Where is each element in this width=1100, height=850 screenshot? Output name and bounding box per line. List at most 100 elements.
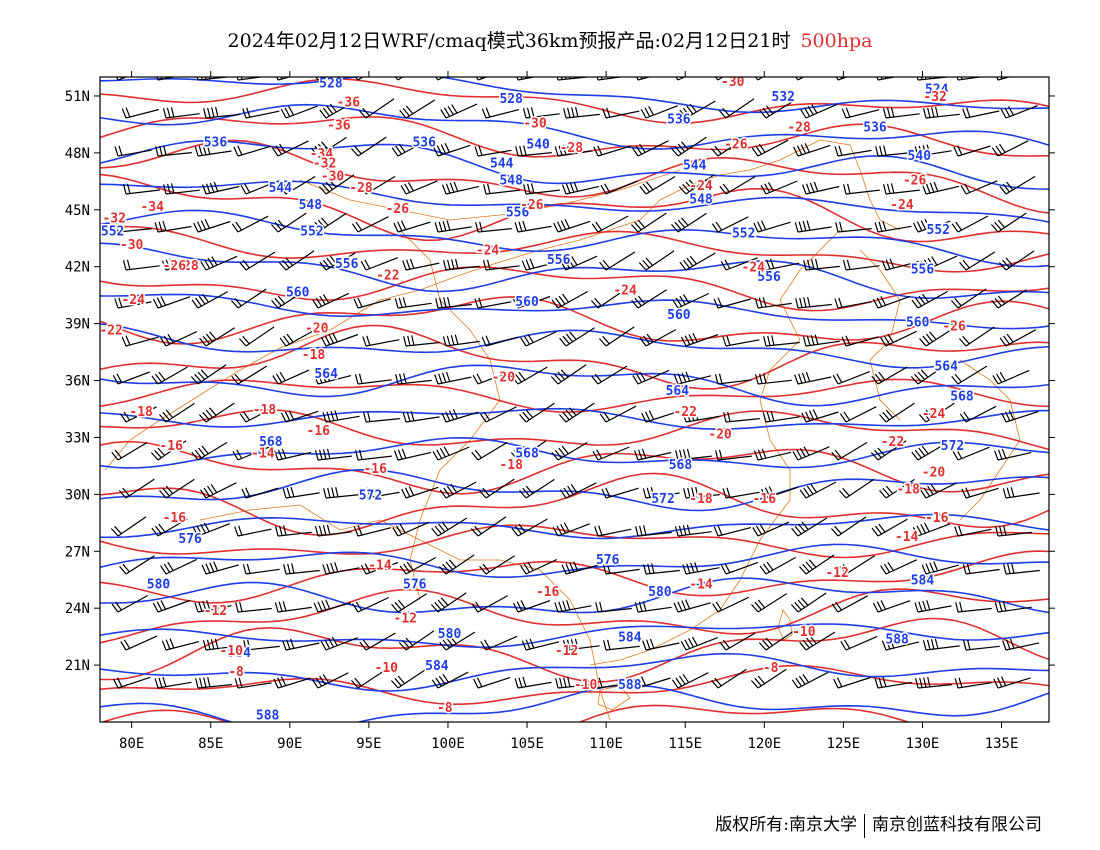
wind-barb	[160, 331, 198, 347]
temperature-label: -24	[922, 407, 946, 422]
geopotential-contour	[100, 293, 1049, 330]
wind-barb	[196, 77, 232, 81]
wind-barb	[1001, 410, 1039, 423]
wind-barb	[920, 255, 958, 271]
wind-barb	[392, 521, 430, 537]
temperature-label: -26	[386, 202, 410, 217]
wind-barb	[961, 487, 999, 499]
wind-barb	[954, 677, 992, 689]
wind-barb	[632, 369, 670, 385]
temperature-label: -16	[925, 511, 949, 526]
geopotential-label: 536	[412, 136, 436, 151]
wind-barb	[842, 259, 880, 271]
temperature-label: -14	[368, 559, 392, 574]
wind-barb	[241, 487, 279, 499]
geopotential-label: 556	[547, 253, 571, 268]
wind-barb	[762, 258, 800, 271]
wind-barb	[793, 142, 831, 157]
wind-barb	[393, 220, 431, 233]
temperature-label: -24	[689, 179, 713, 194]
wind-barb	[963, 639, 1000, 651]
wind-barbs	[110, 77, 1040, 689]
wind-barb	[561, 181, 600, 195]
copyright-right: 南京创蓝科技有限公司	[872, 815, 1042, 835]
wind-barb	[162, 107, 200, 119]
geopotential-label: 568	[950, 390, 974, 405]
wind-barb	[354, 77, 364, 81]
wind-barb	[159, 478, 195, 499]
wind-barb	[236, 77, 265, 81]
wind-barb	[679, 100, 716, 119]
wind-barb	[313, 599, 351, 613]
temperature-label: -14	[895, 530, 919, 545]
wind-barb	[520, 330, 557, 347]
wind-barb	[791, 517, 828, 537]
geopotential-contour	[100, 652, 1049, 692]
wind-barb	[759, 99, 796, 119]
geopotential-contour	[100, 77, 1049, 114]
wind-barb	[958, 326, 995, 347]
wind-barb	[479, 555, 515, 575]
lat-tick-label: 48N	[65, 146, 90, 162]
wind-barb	[875, 145, 912, 157]
wind-barb	[283, 563, 320, 575]
temperature-label: -8	[228, 665, 244, 680]
wind-barb	[841, 335, 879, 347]
wind-barb	[838, 478, 875, 499]
geopotential-label: 584	[425, 659, 449, 674]
wind-barb	[683, 486, 720, 499]
wind-barb	[990, 212, 1027, 233]
temperature-label: -16	[536, 585, 560, 600]
wind-barb	[630, 212, 667, 233]
wind-barb	[921, 561, 959, 575]
wind-barb	[481, 335, 519, 347]
geopotential-label: 552	[927, 223, 950, 238]
wind-barb	[231, 215, 269, 233]
wind-barb	[193, 219, 231, 233]
wind-barb	[311, 672, 349, 689]
wind-barb	[914, 600, 952, 613]
wind-barb	[151, 518, 188, 537]
wind-barb	[514, 676, 552, 689]
lat-tick-label: 42N	[65, 260, 90, 276]
wind-barb	[522, 107, 560, 119]
geopotential-label: 544	[683, 158, 707, 173]
wind-barb	[718, 98, 755, 119]
wind-barb	[471, 595, 509, 613]
wind-barb	[474, 297, 512, 309]
wind-barb	[231, 365, 268, 385]
wind-barb	[601, 487, 639, 499]
wind-barb	[915, 676, 952, 689]
geopotential-label: 544	[269, 181, 293, 196]
wind-barb	[835, 221, 872, 233]
wind-barb	[712, 596, 749, 613]
wind-barb	[320, 636, 358, 651]
wind-barb	[831, 441, 868, 461]
wind-barb	[755, 373, 792, 385]
wind-barb	[563, 106, 600, 119]
temperature-contour	[100, 78, 1049, 125]
wind-barb	[402, 411, 440, 423]
wind-barb	[278, 250, 315, 271]
temperature-label: -8	[763, 661, 779, 676]
wind-barb	[595, 601, 632, 613]
temperature-label: -34	[140, 200, 164, 215]
wind-barb	[952, 446, 990, 461]
wind-barb	[191, 441, 228, 461]
wind-barb	[800, 103, 838, 119]
wind-barb	[834, 145, 872, 157]
wind-barb	[751, 139, 789, 157]
wind-barb	[434, 371, 472, 385]
wind-barb	[398, 630, 435, 651]
wind-barb	[318, 174, 355, 195]
geopotential-label: 548	[299, 198, 323, 213]
wind-barb	[198, 402, 235, 423]
wind-barb	[759, 556, 796, 575]
wind-barb	[270, 212, 307, 233]
wind-barb	[843, 183, 880, 195]
wind-barb	[919, 482, 957, 499]
wind-barb	[362, 487, 400, 499]
lon-tick-label: 125E	[827, 736, 861, 752]
wind-barb	[439, 481, 477, 499]
wind-barb	[720, 257, 758, 271]
